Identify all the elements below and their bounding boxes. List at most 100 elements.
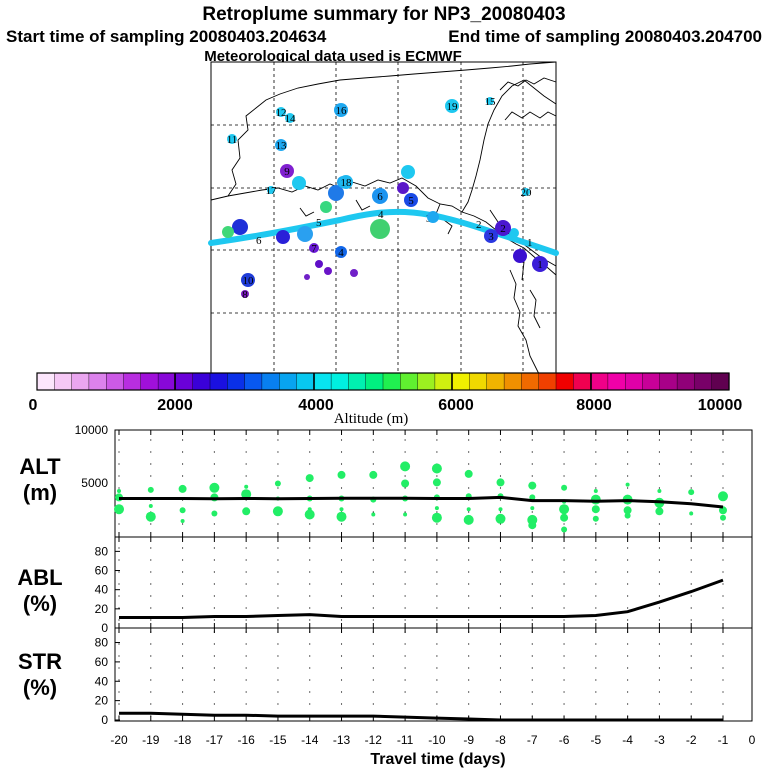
grid-dot [309, 607, 311, 609]
grid-dot [690, 523, 692, 525]
alt-point [337, 470, 346, 479]
grid-dot [213, 595, 215, 597]
x-tick-label: -16 [237, 733, 255, 747]
alt-point [400, 461, 411, 472]
grid-dot [595, 463, 597, 465]
grid-dot [563, 547, 565, 549]
alt-point [241, 489, 252, 500]
grid-dot [181, 451, 184, 453]
map-frame [210, 61, 557, 377]
cluster-marker-7 [309, 243, 319, 253]
colorbar-cell [175, 372, 194, 391]
grid-dot [436, 511, 438, 513]
grid-dot [690, 655, 692, 657]
grid-dot [309, 619, 311, 621]
grid-dot [499, 667, 502, 669]
grid-dot [372, 679, 374, 681]
colorbar-cell [400, 372, 419, 391]
grid-dot [722, 607, 724, 609]
str-yticks: 80 60 40 20 0 [95, 636, 120, 727]
grid-dot [309, 451, 311, 453]
alt-point [244, 484, 249, 489]
grid-dot [499, 583, 502, 585]
grid-dot [627, 439, 629, 441]
cluster-label-12: 12 [276, 107, 287, 119]
cluster-label-3: 3 [488, 231, 494, 243]
grid-dot [340, 595, 343, 597]
grid-dot [499, 439, 502, 441]
grid-dot [499, 559, 502, 561]
x-tick-label: -9 [463, 733, 474, 747]
grid-dot [372, 523, 374, 525]
grid-dot [150, 475, 152, 477]
cluster-label-1: 1 [537, 259, 543, 271]
grid-dot [658, 463, 661, 465]
grid-dot [340, 463, 343, 465]
colorbar-cell [192, 372, 211, 391]
str-axis-label: STR [18, 649, 62, 674]
grid-dot [563, 643, 565, 645]
grid-dot [499, 571, 502, 573]
grid-dot [118, 547, 120, 549]
grid-dot [404, 691, 406, 693]
grid-dot [499, 619, 502, 621]
grid-dot [658, 571, 661, 573]
grid-dot [499, 655, 502, 657]
cluster-marker-10 [241, 273, 255, 287]
grid-dot [722, 523, 724, 525]
grid-dot [404, 571, 406, 573]
grid-dot [118, 487, 120, 489]
alt-median-line [119, 495, 724, 509]
grid-dot [499, 511, 502, 513]
grid-dot [372, 619, 374, 621]
grid-dot [531, 643, 533, 645]
grid-dot [595, 583, 597, 585]
grid-dot [722, 487, 724, 489]
grid-dot [595, 655, 597, 657]
grid-dot [340, 571, 343, 573]
cluster-marker-13 [275, 139, 287, 151]
alt-point [528, 481, 537, 490]
grid-dot [563, 595, 565, 597]
grid-dot [404, 547, 406, 549]
colorbar-tick-8000: 8000 [576, 397, 612, 414]
cluster-marker-17 [267, 186, 275, 194]
grid-dot [595, 703, 597, 705]
grid-dot [213, 547, 215, 549]
grid-dot [468, 487, 470, 489]
grid-dot [595, 547, 597, 549]
cluster-label-13: 13 [276, 140, 288, 152]
alt-point [272, 506, 283, 517]
grid-dot [150, 439, 152, 441]
abl-yticks: 80 60 40 20 0 [95, 544, 120, 635]
grid-dot [468, 619, 470, 621]
grid-dot [468, 643, 470, 645]
grid-dot [404, 475, 406, 477]
y-tick-label: 20 [95, 602, 109, 616]
grid-dot [118, 667, 120, 669]
cluster-label-6: 6 [377, 191, 383, 203]
alt-point [432, 478, 441, 487]
colorbar-cell [521, 372, 540, 391]
grid-dot [404, 667, 406, 669]
colorbar-cell [503, 372, 523, 391]
grid-dot [690, 607, 692, 609]
x-tick-label: -3 [654, 733, 665, 747]
grid-dot [436, 523, 438, 525]
grid-dot [531, 595, 533, 597]
alt-point [179, 507, 186, 514]
grid-dot [722, 679, 724, 681]
grid-dot [245, 571, 247, 573]
grid-dot [372, 655, 374, 657]
grid-dot [213, 643, 215, 645]
grid-dot [309, 523, 311, 525]
grid-dot [499, 679, 502, 681]
grid-dot [563, 451, 565, 453]
grid-dot [213, 691, 215, 693]
grid-dot [372, 691, 374, 693]
grid-dot [150, 691, 152, 693]
grid-dot [245, 595, 247, 597]
colorbar-cell [123, 372, 142, 391]
colorbar-cell [382, 372, 401, 391]
grid-dot [531, 463, 533, 465]
